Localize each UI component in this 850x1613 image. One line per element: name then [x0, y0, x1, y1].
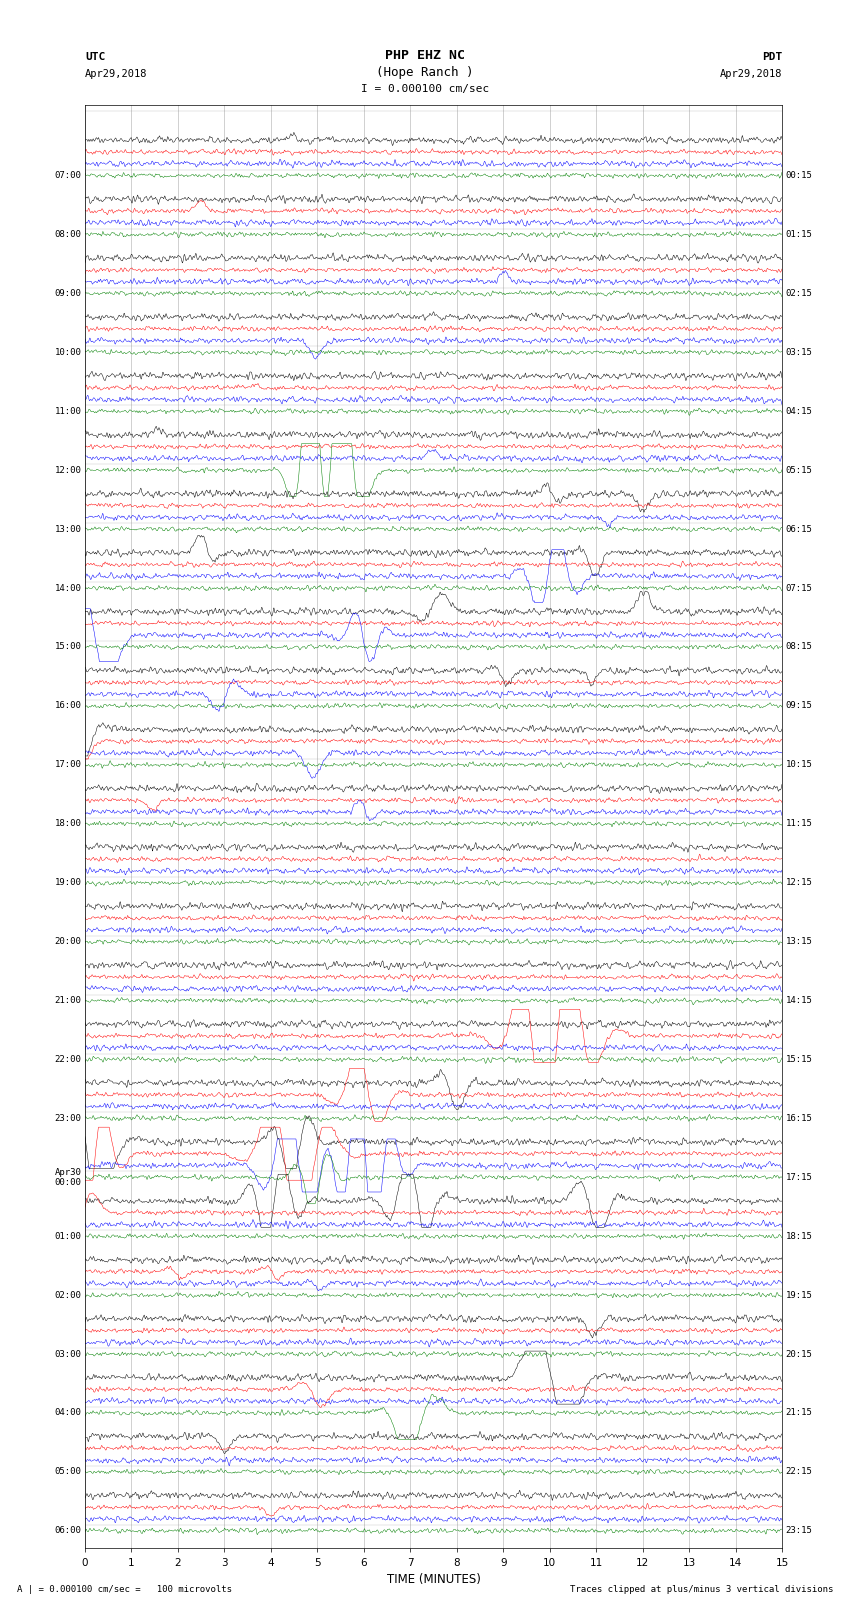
Text: 23:00: 23:00	[54, 1115, 82, 1123]
Text: 19:00: 19:00	[54, 877, 82, 887]
Text: 17:00: 17:00	[54, 760, 82, 769]
Text: 11:15: 11:15	[785, 819, 813, 827]
Text: PDT: PDT	[762, 52, 782, 63]
Text: 15:15: 15:15	[785, 1055, 813, 1065]
Text: I = 0.000100 cm/sec: I = 0.000100 cm/sec	[361, 84, 489, 94]
Text: 21:15: 21:15	[785, 1408, 813, 1418]
Text: 20:00: 20:00	[54, 937, 82, 947]
Text: 19:15: 19:15	[785, 1290, 813, 1300]
Text: 00:15: 00:15	[785, 171, 813, 181]
Text: 15:00: 15:00	[54, 642, 82, 652]
Text: Apr29,2018: Apr29,2018	[719, 69, 782, 79]
Text: A | = 0.000100 cm/sec =   100 microvolts: A | = 0.000100 cm/sec = 100 microvolts	[17, 1584, 232, 1594]
Text: 01:00: 01:00	[54, 1232, 82, 1240]
Text: PHP EHZ NC: PHP EHZ NC	[385, 48, 465, 63]
Text: 13:00: 13:00	[54, 524, 82, 534]
Text: 03:15: 03:15	[785, 348, 813, 356]
Text: 01:15: 01:15	[785, 231, 813, 239]
Text: (Hope Ranch ): (Hope Ranch )	[377, 66, 473, 79]
Text: 07:00: 07:00	[54, 171, 82, 181]
Text: 09:00: 09:00	[54, 289, 82, 298]
Text: Apr30
00:00: Apr30 00:00	[54, 1168, 82, 1187]
Text: 05:00: 05:00	[54, 1468, 82, 1476]
Text: 08:15: 08:15	[785, 642, 813, 652]
Text: 14:00: 14:00	[54, 584, 82, 592]
Text: 16:00: 16:00	[54, 702, 82, 710]
Text: 21:00: 21:00	[54, 995, 82, 1005]
Text: 04:15: 04:15	[785, 406, 813, 416]
Text: 18:15: 18:15	[785, 1232, 813, 1240]
Text: 23:15: 23:15	[785, 1526, 813, 1536]
Text: 13:15: 13:15	[785, 937, 813, 947]
Text: 11:00: 11:00	[54, 406, 82, 416]
Text: 06:00: 06:00	[54, 1526, 82, 1536]
Text: 20:15: 20:15	[785, 1350, 813, 1358]
Text: 10:00: 10:00	[54, 348, 82, 356]
Text: UTC: UTC	[85, 52, 105, 63]
Text: Traces clipped at plus/minus 3 vertical divisions: Traces clipped at plus/minus 3 vertical …	[570, 1584, 833, 1594]
Text: Apr29,2018: Apr29,2018	[85, 69, 148, 79]
X-axis label: TIME (MINUTES): TIME (MINUTES)	[387, 1573, 480, 1586]
Text: 22:15: 22:15	[785, 1468, 813, 1476]
Text: 06:15: 06:15	[785, 524, 813, 534]
Text: 03:00: 03:00	[54, 1350, 82, 1358]
Text: 22:00: 22:00	[54, 1055, 82, 1065]
Text: 09:15: 09:15	[785, 702, 813, 710]
Text: 12:15: 12:15	[785, 877, 813, 887]
Text: 14:15: 14:15	[785, 995, 813, 1005]
Text: 17:15: 17:15	[785, 1173, 813, 1182]
Text: 02:15: 02:15	[785, 289, 813, 298]
Text: 07:15: 07:15	[785, 584, 813, 592]
Text: 05:15: 05:15	[785, 466, 813, 474]
Text: 04:00: 04:00	[54, 1408, 82, 1418]
Text: 16:15: 16:15	[785, 1115, 813, 1123]
Text: 10:15: 10:15	[785, 760, 813, 769]
Text: 08:00: 08:00	[54, 231, 82, 239]
Text: 12:00: 12:00	[54, 466, 82, 474]
Text: 18:00: 18:00	[54, 819, 82, 827]
Text: 02:00: 02:00	[54, 1290, 82, 1300]
